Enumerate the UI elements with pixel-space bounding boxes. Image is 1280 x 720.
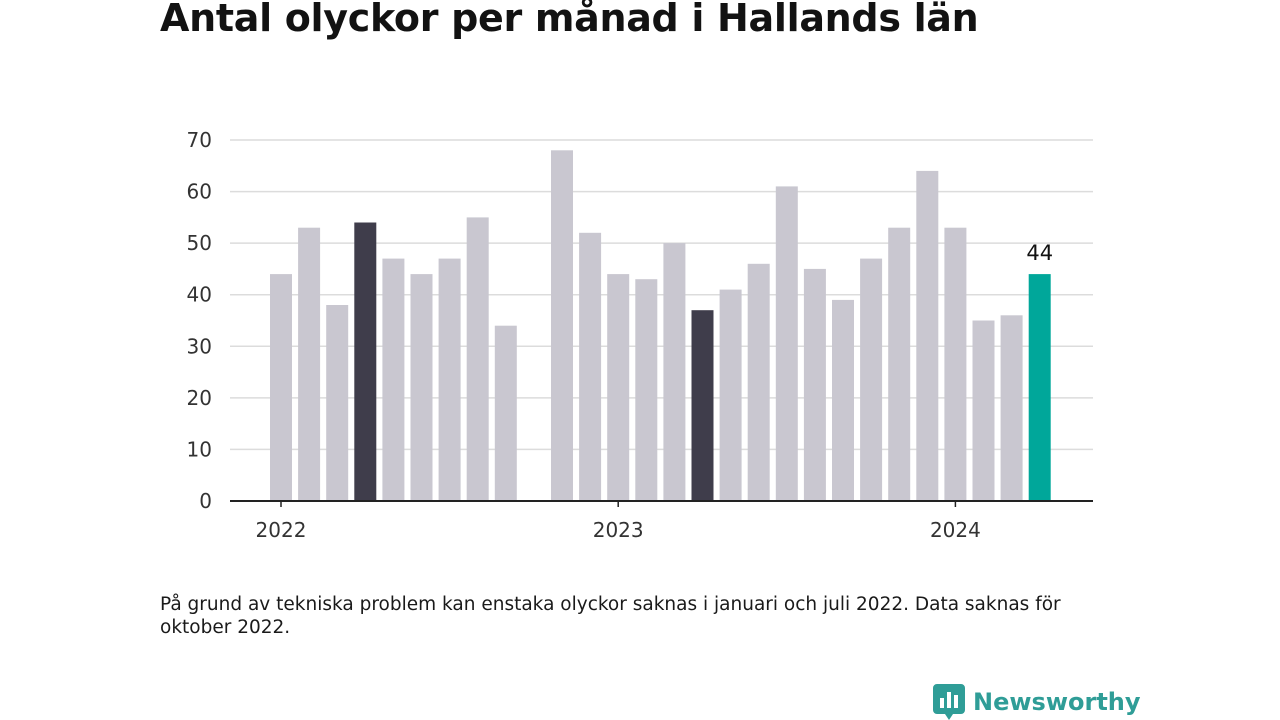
chart-title: Antal olyckor per månad i Hallands län: [160, 0, 979, 40]
y-tick-label: 70: [187, 128, 212, 152]
bar-2023-02: [635, 279, 658, 501]
bar-2022-01: [270, 274, 292, 501]
bar-2023-08: [803, 268, 826, 501]
bar-2022-07: [438, 258, 461, 501]
bar-2023-06: [747, 263, 770, 501]
bar-2024-03: [1000, 315, 1023, 501]
y-tick-label: 60: [187, 180, 212, 204]
bar-2023-01: [607, 274, 630, 501]
y-tick-label: 0: [199, 489, 212, 513]
brand-name: Newsworthy: [973, 688, 1141, 716]
bar-2022-12: [579, 232, 602, 502]
bars: [270, 150, 1051, 502]
brand-logo: Newsworthy: [933, 684, 1141, 720]
data-labels: 44: [1026, 241, 1053, 265]
bar-2023-12: [916, 170, 939, 501]
data-label-latest: 44: [1026, 241, 1053, 265]
bar-2023-03: [663, 243, 686, 501]
bar-2022-06: [410, 274, 433, 501]
bar-2024-02: [972, 320, 995, 501]
footnote: På grund av tekniska problem kan enstaka…: [160, 594, 1061, 638]
bar-2022-02: [298, 227, 321, 501]
y-tick-label: 40: [187, 283, 212, 307]
bar-2023-05: [719, 289, 742, 501]
bar-2024-04: [1028, 274, 1051, 501]
bar-2022-03: [326, 305, 349, 501]
bar-2022-05: [382, 258, 405, 501]
bar-2022-08: [466, 217, 489, 501]
y-tick-label: 20: [187, 386, 212, 410]
bar-2022-11: [551, 150, 573, 502]
y-tick-label: 10: [187, 437, 212, 461]
bar-2023-04: [691, 310, 714, 501]
bar-2022-09: [494, 325, 517, 501]
y-tick-label: 50: [187, 231, 212, 255]
bar-2022-04: [354, 222, 377, 501]
newsworthy-logo-icon: [933, 684, 965, 720]
bar-2023-07: [775, 186, 798, 501]
bar-2023-09: [832, 299, 854, 501]
x-tick-label: 2023: [593, 518, 644, 542]
bar-2023-10: [860, 258, 883, 501]
bar-2023-11: [888, 227, 911, 501]
x-tick-label: 2022: [256, 518, 307, 542]
x-tick-label: 2024: [930, 518, 981, 542]
y-axis-ticks: 0 10 20 30 40 50 60 70: [187, 128, 212, 513]
bar-2024-01: [944, 227, 967, 501]
x-axis: 2022 2023 2024: [230, 500, 1093, 542]
y-tick-label: 30: [187, 334, 212, 358]
